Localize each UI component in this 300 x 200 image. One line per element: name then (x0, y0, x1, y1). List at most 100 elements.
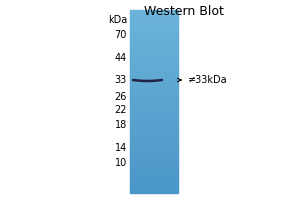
Bar (130, 114, 178, 115)
Bar (130, 63, 178, 64)
Bar (130, 118, 178, 119)
Bar (130, 50, 178, 51)
Bar (130, 178, 178, 179)
Bar (130, 90, 178, 91)
Bar (130, 171, 178, 172)
Bar (130, 38, 178, 39)
Bar (130, 87, 178, 88)
Bar (130, 76, 178, 77)
Bar (130, 11, 178, 12)
Bar (130, 147, 178, 148)
Bar (130, 68, 178, 69)
Bar (130, 192, 178, 193)
Bar (130, 57, 178, 58)
Bar (130, 75, 178, 76)
Bar (130, 108, 178, 109)
Bar (130, 43, 178, 44)
Bar (130, 131, 178, 132)
Bar (130, 93, 178, 94)
Bar (130, 17, 178, 18)
Bar (130, 132, 178, 133)
Bar (130, 29, 178, 30)
Bar (130, 141, 178, 142)
Bar (130, 12, 178, 13)
Bar (130, 157, 178, 158)
Bar (130, 81, 178, 82)
Text: kDa: kDa (108, 15, 127, 25)
Bar (130, 40, 178, 41)
Bar (130, 105, 178, 106)
Bar (130, 61, 178, 62)
Bar (130, 177, 178, 178)
Bar (130, 136, 178, 137)
Bar (130, 96, 178, 97)
Bar (130, 83, 178, 84)
Bar (130, 51, 178, 52)
Bar (130, 56, 178, 57)
Bar (130, 168, 178, 169)
Bar (130, 125, 178, 126)
Bar (130, 24, 178, 25)
Text: 33: 33 (115, 75, 127, 85)
Bar (130, 142, 178, 143)
Bar (130, 163, 178, 164)
Bar (130, 37, 178, 38)
Bar (130, 110, 178, 111)
Bar (130, 179, 178, 180)
Bar (130, 69, 178, 70)
Bar (130, 173, 178, 174)
Bar (130, 161, 178, 162)
Bar (130, 170, 178, 171)
Bar (130, 97, 178, 98)
Bar (130, 34, 178, 35)
Bar (130, 78, 178, 79)
Bar (130, 122, 178, 123)
Bar (130, 41, 178, 42)
Text: Western Blot: Western Blot (144, 5, 224, 18)
Bar (130, 31, 178, 32)
Bar (130, 103, 178, 104)
Bar (130, 162, 178, 163)
Bar (130, 71, 178, 72)
Bar (130, 42, 178, 43)
Bar (130, 52, 178, 53)
Bar (130, 113, 178, 114)
Bar (130, 33, 178, 34)
Bar (130, 102, 178, 103)
Bar (130, 154, 178, 155)
Bar (130, 158, 178, 159)
Bar (130, 184, 178, 185)
Bar (130, 167, 178, 168)
Bar (130, 80, 178, 81)
Bar (130, 30, 178, 31)
Bar (130, 172, 178, 173)
Bar (130, 135, 178, 136)
Bar (130, 25, 178, 26)
Bar (130, 149, 178, 150)
Bar (130, 91, 178, 92)
Bar (130, 44, 178, 45)
Bar (130, 139, 178, 140)
Bar (130, 169, 178, 170)
Text: 26: 26 (115, 92, 127, 102)
Bar (130, 36, 178, 37)
Bar (130, 72, 178, 73)
Bar (130, 66, 178, 67)
Bar (130, 55, 178, 56)
Text: 22: 22 (115, 105, 127, 115)
Bar (130, 109, 178, 110)
Bar (130, 70, 178, 71)
Bar (130, 95, 178, 96)
Bar (130, 183, 178, 184)
Bar (130, 123, 178, 124)
Bar (130, 45, 178, 46)
Bar (130, 117, 178, 118)
Bar (130, 49, 178, 50)
Bar (130, 23, 178, 24)
Bar (130, 60, 178, 61)
Bar (130, 148, 178, 149)
Bar (130, 111, 178, 112)
Bar (130, 22, 178, 23)
Bar (130, 159, 178, 160)
Bar (130, 74, 178, 75)
